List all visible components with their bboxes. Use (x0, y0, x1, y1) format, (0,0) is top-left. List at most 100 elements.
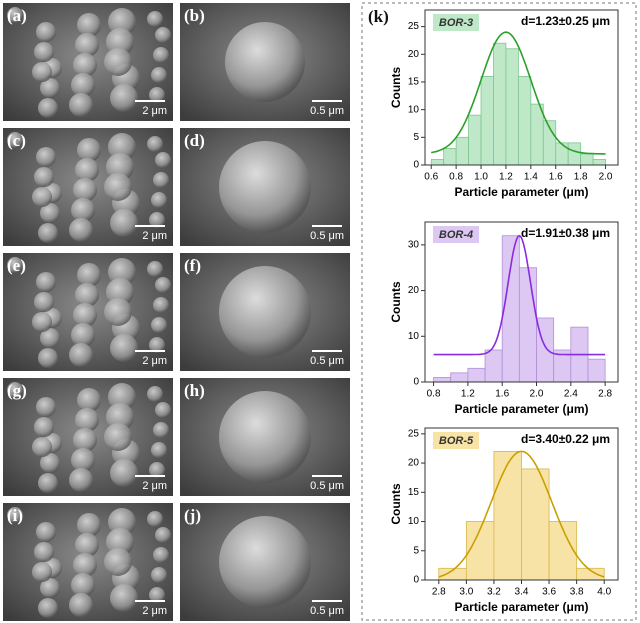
particle (104, 298, 132, 326)
particle (77, 263, 101, 287)
particle (38, 473, 58, 493)
x-tick-label: 1.8 (574, 172, 588, 183)
particle (34, 292, 54, 312)
y-axis-label: Counts (389, 483, 403, 525)
histogram-bar (468, 114, 482, 166)
particle (75, 283, 99, 307)
particle (73, 303, 97, 327)
x-tick-label: 1.6 (495, 389, 509, 400)
sem-panel: (d) 0.5 μm (180, 128, 350, 246)
particle (69, 593, 93, 617)
particle (77, 388, 101, 412)
panel-label: (j) (184, 506, 201, 525)
x-tick-label: 2.8 (598, 389, 612, 400)
particle (151, 67, 167, 83)
particle (153, 47, 169, 63)
y-tick-label: 5 (413, 545, 419, 556)
y-axis-label: Counts (389, 67, 403, 109)
histogram-bar (484, 349, 503, 383)
particle (110, 584, 138, 612)
particle (104, 548, 132, 576)
annotation: d=1.91±0.38 μm (521, 226, 610, 240)
fit-curve (433, 234, 606, 356)
particle (155, 277, 171, 293)
particle (7, 507, 23, 523)
annotation: d=3.40±0.22 μm (521, 432, 610, 446)
fit-curve (431, 31, 606, 155)
particle (7, 132, 23, 148)
y-tick-label: 5 (413, 132, 419, 143)
chart-frame (361, 2, 637, 621)
particle (153, 547, 169, 563)
sem-panel: (j) 0.5 μm (180, 503, 350, 621)
scale-label: 2 μm (142, 230, 167, 242)
chart-panel-label: (k) (368, 7, 389, 26)
particle (7, 382, 23, 398)
particle (34, 42, 54, 62)
particle (69, 93, 93, 117)
scale-label: 0.5 μm (310, 230, 344, 242)
sem-panel: (b) 0.5 μm (180, 3, 350, 121)
histogram-bar (592, 159, 606, 166)
particle (151, 192, 167, 208)
particle (73, 53, 97, 77)
particle (77, 138, 101, 162)
particle (40, 578, 60, 598)
particle (71, 73, 95, 97)
particle (32, 187, 52, 207)
x-axis-label: Particle parameter (μm) (454, 600, 588, 614)
x-tick-label: 2.0 (599, 172, 613, 183)
scale-label: 2 μm (142, 355, 167, 367)
sem-panel: (g) 2 μm (3, 378, 173, 496)
fit-curve (438, 450, 605, 578)
scale-label: 0.5 μm (310, 605, 344, 617)
panel-label: (f) (184, 256, 201, 275)
particle (75, 33, 99, 57)
particle (36, 522, 56, 542)
x-tick-label: 2.4 (564, 389, 578, 400)
tag: BOR-3 (433, 14, 479, 31)
panel-label: (e) (7, 256, 26, 275)
y-tick-label: 20 (408, 458, 420, 469)
y-tick-label: 0 (413, 575, 419, 586)
particle (69, 218, 93, 242)
x-tick-label: 1.0 (474, 172, 488, 183)
y-tick-label: 10 (408, 331, 420, 342)
panel-label: (i) (7, 506, 23, 525)
particle (32, 312, 52, 332)
particle (151, 317, 167, 333)
x-tick-label: 3.2 (487, 587, 501, 598)
particle (219, 391, 311, 483)
tag-box (433, 14, 479, 31)
particle (32, 62, 52, 82)
histogram-bar (493, 450, 522, 581)
x-tick-label: 3.8 (570, 587, 584, 598)
scale-label: 0.5 μm (310, 105, 344, 117)
particle (153, 297, 169, 313)
particle (149, 587, 165, 603)
particle (73, 178, 97, 202)
particle (149, 87, 165, 103)
histogram-bar (555, 142, 569, 166)
particle (151, 567, 167, 583)
particle (69, 343, 93, 367)
histogram-bar (430, 159, 445, 166)
particle (38, 98, 58, 118)
histogram-bar (480, 76, 494, 166)
sem-panel: (e) 2 μm (3, 253, 173, 371)
particle (40, 78, 60, 98)
particle (38, 598, 58, 618)
particle (40, 453, 60, 473)
sem-panel: (i) 2 μm (3, 503, 173, 621)
particle (34, 167, 54, 187)
particle (147, 136, 163, 152)
tag-text: BOR-5 (439, 435, 474, 447)
tag-box (433, 226, 479, 243)
histogram-bar (443, 147, 457, 166)
particle (147, 511, 163, 527)
y-tick-label: 20 (408, 49, 420, 60)
particle (153, 172, 169, 188)
particle (36, 147, 56, 167)
y-tick-label: 0 (413, 377, 419, 388)
